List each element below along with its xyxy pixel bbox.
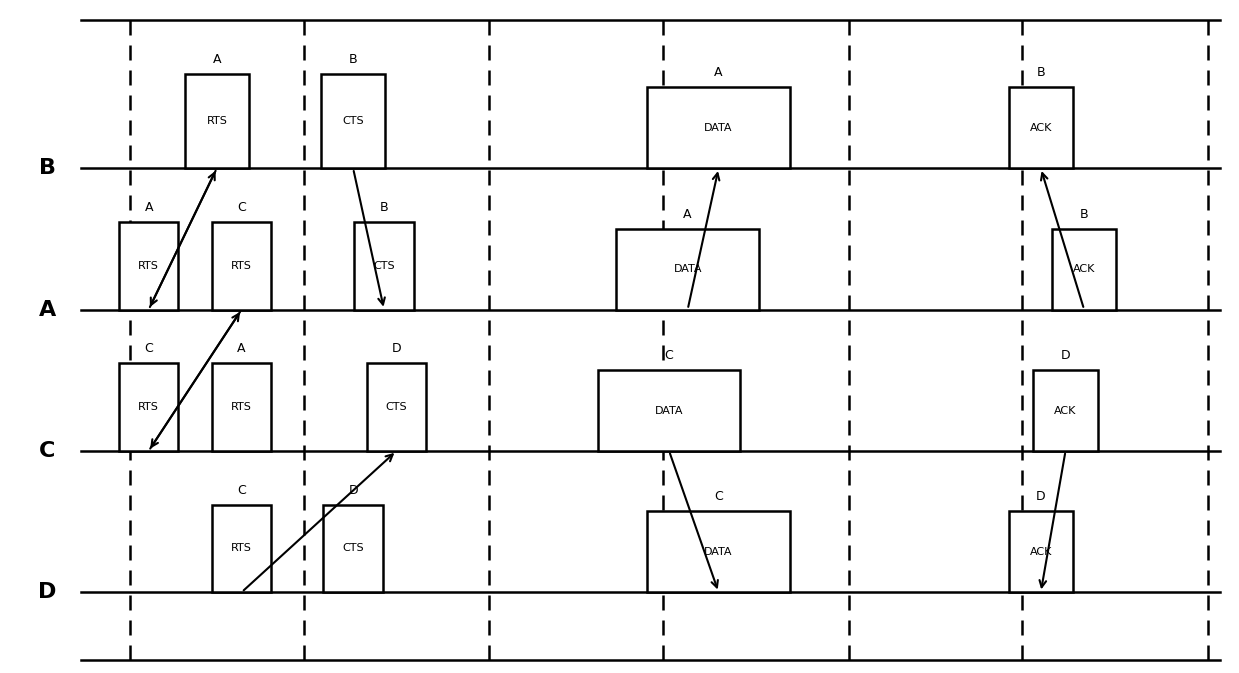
Bar [1033, 370, 1098, 451]
Bar [617, 229, 758, 310]
Bar [1009, 511, 1073, 592]
Text: DATA: DATA [704, 123, 733, 133]
Bar [354, 222, 414, 310]
Text: CTS: CTS [373, 261, 395, 271]
Text: B: B [380, 201, 388, 214]
Bar [212, 505, 271, 592]
Bar [1009, 87, 1073, 168]
Bar [647, 511, 790, 592]
Text: DATA: DATA [654, 406, 684, 415]
Text: RTS: RTS [232, 402, 252, 412]
Text: C: C [237, 484, 247, 497]
Text: DATA: DATA [704, 547, 733, 557]
Bar [212, 222, 271, 310]
Text: RTS: RTS [207, 116, 227, 126]
Text: ACK: ACK [1054, 406, 1077, 415]
Text: C: C [144, 343, 154, 355]
Bar [323, 505, 383, 592]
Text: A: A [715, 67, 722, 79]
Bar [119, 363, 178, 451]
Text: C: C [38, 441, 56, 461]
Text: C: C [714, 491, 724, 503]
Text: B: B [38, 158, 56, 178]
Text: A: A [684, 208, 691, 221]
Bar [212, 363, 271, 451]
Text: C: C [664, 349, 674, 362]
Text: D: D [38, 582, 56, 602]
Bar [647, 87, 790, 168]
Text: D: D [1061, 349, 1070, 362]
Bar [597, 370, 741, 451]
Text: ACK: ACK [1073, 264, 1095, 274]
Text: B: B [1080, 208, 1088, 221]
Text: A: A [213, 53, 221, 66]
Bar [119, 222, 178, 310]
Text: D: D [1036, 491, 1046, 503]
Text: DATA: DATA [673, 264, 703, 274]
Text: D: D [392, 343, 401, 355]
Text: RTS: RTS [232, 544, 252, 553]
Text: A: A [38, 299, 56, 320]
Text: A: A [145, 201, 152, 214]
Text: ACK: ACK [1030, 123, 1052, 133]
Text: RTS: RTS [139, 261, 159, 271]
Text: CTS: CTS [342, 544, 364, 553]
Text: RTS: RTS [139, 402, 159, 412]
Text: B: B [1037, 67, 1044, 79]
Text: A: A [238, 343, 245, 355]
Text: RTS: RTS [232, 261, 252, 271]
Text: ACK: ACK [1030, 547, 1052, 557]
Bar [185, 74, 249, 168]
Text: B: B [349, 53, 357, 66]
Text: D: D [348, 484, 358, 497]
Bar [1052, 229, 1116, 310]
Text: C: C [237, 201, 247, 214]
Bar [367, 363, 426, 451]
Text: CTS: CTS [342, 116, 364, 126]
Text: CTS: CTS [385, 402, 408, 412]
Bar [321, 74, 385, 168]
